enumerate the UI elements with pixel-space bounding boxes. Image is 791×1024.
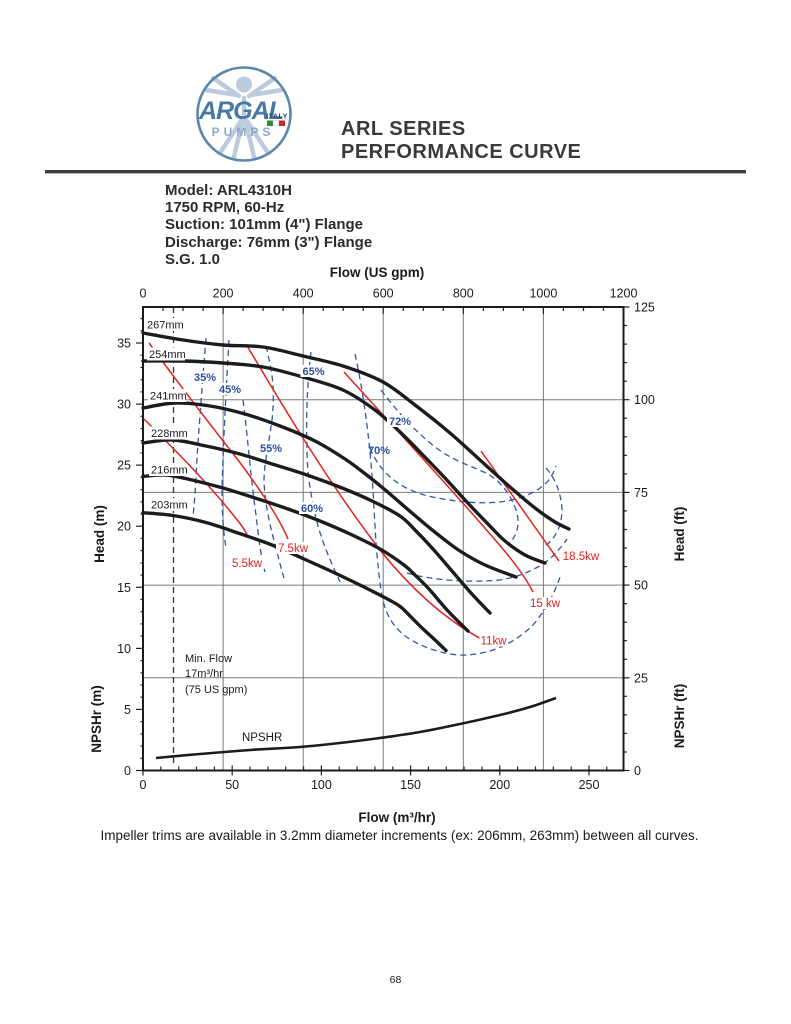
svg-text:100: 100 [634, 393, 655, 407]
svg-text:35%: 35% [194, 372, 216, 384]
svg-text:35: 35 [117, 337, 131, 351]
svg-text:200: 200 [489, 778, 510, 792]
svg-text:50: 50 [634, 579, 648, 593]
svg-text:5: 5 [124, 703, 131, 717]
svg-text:20: 20 [117, 520, 131, 534]
svg-text:Flow (m³/hr): Flow (m³/hr) [358, 810, 435, 825]
svg-text:200: 200 [213, 287, 234, 301]
svg-text:150: 150 [400, 778, 421, 792]
svg-text:15 kw: 15 kw [530, 598, 561, 610]
svg-text:55%: 55% [260, 443, 282, 455]
svg-text:72%: 72% [389, 416, 411, 428]
svg-text:254mm: 254mm [149, 349, 186, 361]
svg-text:267mm: 267mm [147, 320, 184, 332]
svg-text:125: 125 [634, 301, 655, 315]
svg-text:0: 0 [124, 764, 131, 778]
svg-text:0: 0 [634, 764, 641, 778]
svg-text:216mm: 216mm [151, 465, 188, 477]
svg-text:NPSHr (ft): NPSHr (ft) [672, 684, 687, 749]
svg-text:400: 400 [293, 287, 314, 301]
svg-text:11kw: 11kw [481, 636, 508, 648]
svg-text:5.5kw: 5.5kw [232, 558, 263, 570]
svg-text:15: 15 [117, 581, 131, 595]
svg-text:25: 25 [117, 459, 131, 473]
svg-text:228mm: 228mm [151, 428, 188, 440]
svg-text:50: 50 [225, 778, 239, 792]
svg-text:800: 800 [453, 287, 474, 301]
svg-text:30: 30 [117, 398, 131, 412]
svg-text:7.5kw: 7.5kw [278, 543, 309, 555]
svg-text:17m³/hr: 17m³/hr [185, 668, 223, 680]
svg-text:1000: 1000 [529, 287, 557, 301]
svg-text:70%: 70% [368, 445, 390, 457]
svg-text:ITALY: ITALY [266, 114, 288, 121]
svg-text:0: 0 [140, 287, 147, 301]
svg-text:NPSHr (m): NPSHr (m) [89, 685, 104, 753]
svg-text:0: 0 [140, 778, 147, 792]
svg-text:18.5kw: 18.5kw [563, 551, 600, 563]
svg-text:100: 100 [311, 778, 332, 792]
svg-text:65%: 65% [302, 366, 324, 378]
svg-text:NPSHR: NPSHR [242, 732, 282, 744]
svg-text:(75 US gpm): (75 US gpm) [185, 684, 247, 696]
svg-text:ARGAL: ARGAL [198, 97, 283, 125]
svg-text:Head (m): Head (m) [92, 505, 107, 563]
svg-text:250: 250 [579, 778, 600, 792]
svg-text:1200: 1200 [610, 287, 638, 301]
svg-text:PUMPS: PUMPS [212, 125, 275, 139]
svg-text:10: 10 [117, 642, 131, 656]
svg-text:Flow (US gpm): Flow (US gpm) [330, 265, 425, 280]
svg-text:25: 25 [634, 671, 648, 685]
svg-text:45%: 45% [219, 384, 241, 396]
svg-text:600: 600 [373, 287, 394, 301]
svg-text:Min. Flow: Min. Flow [185, 653, 232, 665]
svg-text:Head (ft): Head (ft) [672, 507, 687, 562]
svg-text:203mm: 203mm [151, 500, 188, 512]
svg-text:60%: 60% [301, 503, 323, 515]
svg-text:75: 75 [634, 486, 648, 500]
svg-text:241mm: 241mm [150, 391, 187, 403]
